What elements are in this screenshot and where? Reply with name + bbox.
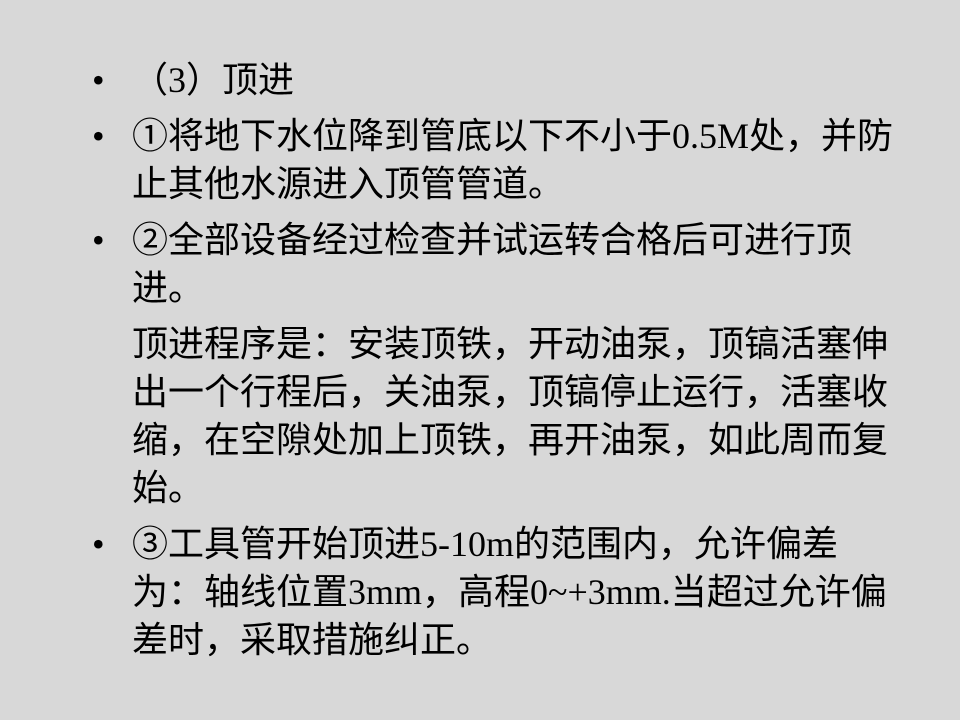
- bullet-marker: •: [90, 112, 132, 160]
- bullet-text: ②全部设备经过检查并试运转合格后可进行顶进。: [132, 216, 900, 312]
- bullet-text: ①将地下水位降到管底以下不小于0.5M处，并防止其他水源进入顶管管道。: [132, 112, 900, 208]
- bullet-item-1: • （3）顶进: [90, 56, 900, 104]
- bullet-item-4: • ③工具管开始顶进5-10m的范围内，允许偏差为：轴线位置3mm，高程0~+3…: [90, 520, 900, 664]
- bullet-text: （3）顶进: [132, 56, 900, 104]
- bullet-marker: •: [90, 216, 132, 264]
- bullet-text: ③工具管开始顶进5-10m的范围内，允许偏差为：轴线位置3mm，高程0~+3mm…: [132, 520, 900, 664]
- bullet-marker: •: [90, 520, 132, 568]
- document-content: • （3）顶进 • ①将地下水位降到管底以下不小于0.5M处，并防止其他水源进入…: [90, 56, 900, 664]
- bullet-item-2: • ①将地下水位降到管底以下不小于0.5M处，并防止其他水源进入顶管管道。: [90, 112, 900, 208]
- bullet-item-3: • ②全部设备经过检查并试运转合格后可进行顶进。: [90, 216, 900, 312]
- continuation-text: 顶进程序是：安装顶铁，开动油泵，顶镐活塞伸出一个行程后，关油泵，顶镐停止运行，活…: [132, 320, 900, 512]
- bullet-marker: •: [90, 56, 132, 104]
